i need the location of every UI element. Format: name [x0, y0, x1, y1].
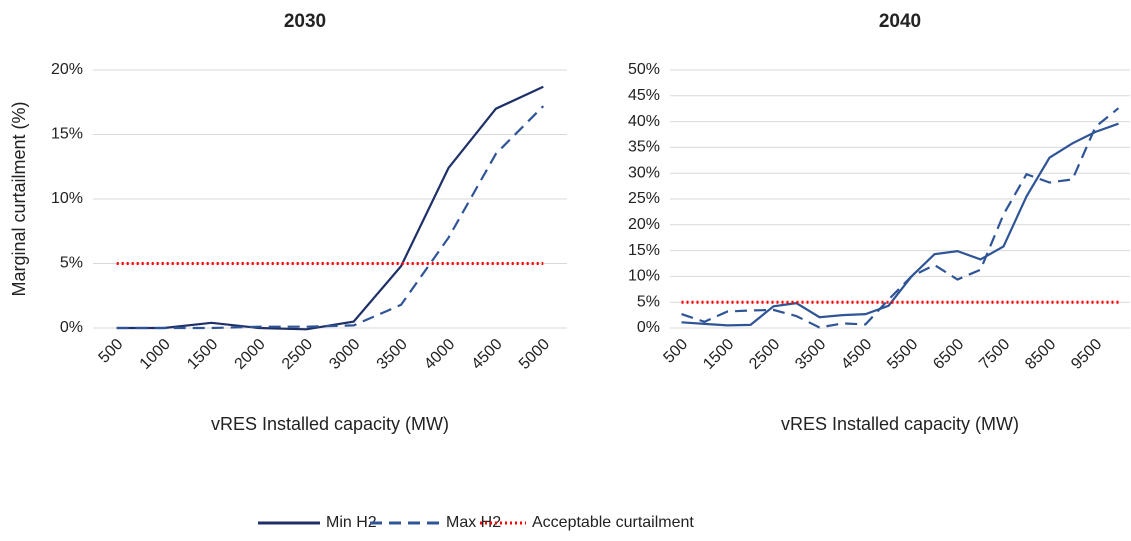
y-tick-label: 5% — [637, 293, 660, 310]
y-tick-label: 0% — [60, 319, 83, 336]
y-tick-label: 10% — [51, 190, 83, 207]
legend-label: Max H2 — [446, 514, 501, 531]
chart-title: 2030 — [284, 11, 326, 32]
y-axis-title: Marginal curtailment (%) — [9, 101, 29, 296]
x-axis-title: vRES Installed capacity (MW) — [211, 414, 449, 434]
x-tick-label: 1500 — [184, 336, 221, 373]
series-line — [116, 85, 544, 331]
x-tick-label: 3500 — [792, 336, 829, 373]
y-tick-label: 15% — [628, 242, 660, 259]
x-tick-label: 500 — [660, 336, 691, 367]
x-tick-label: 4500 — [469, 336, 506, 373]
y-tick-label: 45% — [628, 87, 660, 104]
x-tick-label: 4500 — [838, 336, 875, 373]
x-tick-label: 1000 — [137, 336, 174, 373]
x-tick-label: 8500 — [1022, 336, 1059, 373]
series-line — [116, 105, 545, 330]
x-axis-title: vRES Installed capacity (MW) — [781, 414, 1019, 434]
x-tick-label: 2000 — [232, 336, 269, 373]
x-tick-label: 5500 — [884, 336, 921, 373]
x-tick-label: 4000 — [421, 336, 458, 373]
x-tick-label: 9500 — [1068, 336, 1105, 373]
x-tick-label: 7500 — [976, 336, 1013, 373]
y-tick-label: 5% — [60, 255, 83, 272]
y-tick-label: 15% — [51, 126, 83, 143]
y-tick-label: 20% — [51, 61, 83, 78]
y-tick-label: 20% — [628, 216, 660, 233]
y-tick-label: 40% — [628, 113, 660, 130]
y-tick-label: 25% — [628, 190, 660, 207]
y-tick-label: 30% — [628, 164, 660, 181]
y-tick-label: 35% — [628, 139, 660, 156]
x-tick-label: 500 — [96, 336, 127, 367]
y-tick-label: 50% — [628, 61, 660, 78]
y-tick-label: 0% — [637, 319, 660, 336]
legend-label: Min H2 — [326, 514, 377, 531]
x-tick-label: 3500 — [374, 336, 411, 373]
x-tick-label: 6500 — [930, 336, 967, 373]
x-tick-label: 2500 — [746, 336, 783, 373]
x-tick-label: 5000 — [516, 336, 553, 373]
legend-label: Acceptable curtailment — [532, 514, 694, 531]
x-tick-label: 2500 — [279, 336, 316, 373]
x-tick-label: 1500 — [700, 336, 737, 373]
series-line — [681, 107, 1120, 329]
series-line — [681, 122, 1119, 327]
x-tick-label: 3000 — [326, 336, 363, 373]
chart-title: 2040 — [879, 11, 921, 32]
y-tick-label: 10% — [628, 268, 660, 285]
